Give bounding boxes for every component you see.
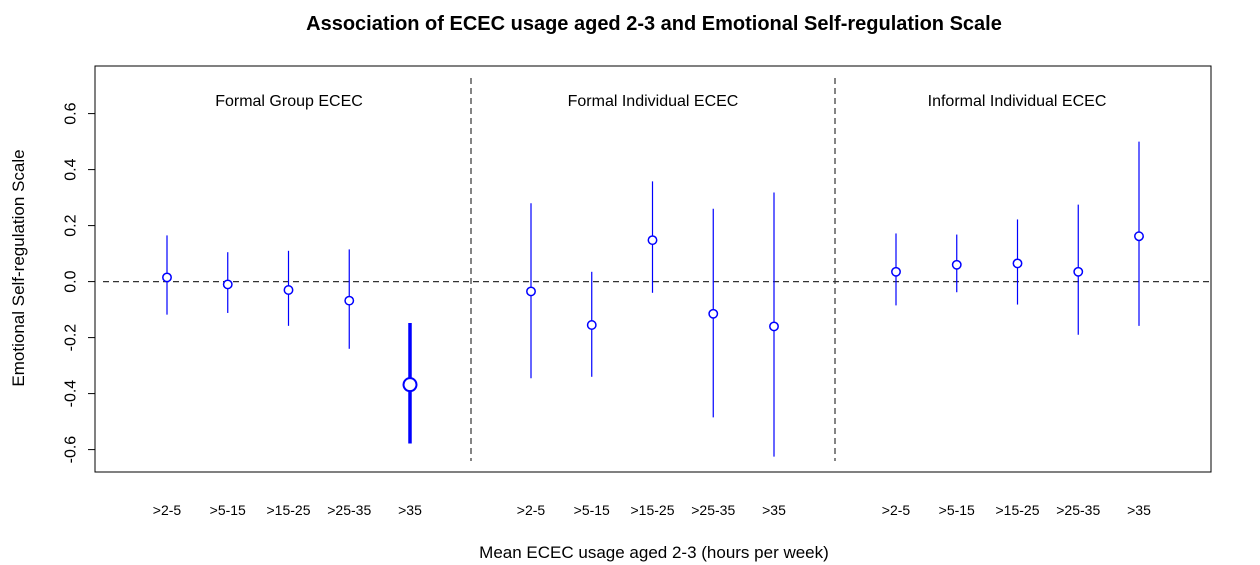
x-tick-label: >35 xyxy=(762,502,786,518)
x-tick-label: >25-35 xyxy=(1056,502,1100,518)
group-label: Formal Group ECEC xyxy=(215,93,363,110)
y-tick-label: 0.2 xyxy=(63,214,80,236)
point-estimate xyxy=(402,377,418,393)
x-tick-label: >2-5 xyxy=(517,502,546,518)
group-label: Informal Individual ECEC xyxy=(928,93,1107,110)
x-tick-label: >2-5 xyxy=(153,502,182,518)
point-estimate xyxy=(1012,258,1023,269)
x-tick-label: >5-15 xyxy=(574,502,610,518)
point-estimate xyxy=(647,235,658,246)
point-estimate xyxy=(951,259,962,270)
y-tick-label: 0.0 xyxy=(63,270,80,292)
x-tick-label: >15-25 xyxy=(267,502,311,518)
y-tick-label: 0.4 xyxy=(63,158,80,180)
y-axis: -0.6 -0.4 -0.2 0.0 0.2 0.4 0.6 xyxy=(63,102,95,464)
point-estimate xyxy=(222,279,233,290)
x-tick-label: >35 xyxy=(1127,502,1151,518)
group-label: Formal Individual ECEC xyxy=(568,93,739,110)
plot-frame xyxy=(94,65,1212,473)
point-estimate xyxy=(769,321,779,332)
x-tick-label: >35 xyxy=(398,502,422,518)
point-estimate xyxy=(344,295,355,306)
point-estimate xyxy=(526,286,536,297)
chart-title: Association of ECEC usage aged 2-3 and E… xyxy=(306,13,1002,35)
x-tick-label: >15-25 xyxy=(996,502,1040,518)
groups-layer: Formal Group ECEC >2-5 >5-15 >15-25 >25-35 >3… xyxy=(153,93,1151,518)
point-estimate xyxy=(891,266,901,277)
x-tick-label: >5-15 xyxy=(210,502,246,518)
x-tick-label: >2-5 xyxy=(882,502,911,518)
group-2: Formal Individual ECEC >2-5 >5-15 >15-25 >25… xyxy=(517,93,786,518)
y-tick-label: -0.6 xyxy=(63,436,80,464)
x-tick-label: >5-15 xyxy=(939,502,975,518)
point-estimate xyxy=(586,320,597,330)
x-tick-label: >25-35 xyxy=(691,502,735,518)
group-3: Informal Individual ECEC >2-5 >5-15 >15-25 >… xyxy=(882,93,1151,518)
point-estimate xyxy=(1073,266,1084,277)
point-estimate xyxy=(1134,231,1144,242)
x-axis-label: Mean ECEC usage aged 2-3 (hours per week… xyxy=(479,543,829,562)
y-tick-label: -0.4 xyxy=(63,380,80,408)
point-estimate xyxy=(708,308,719,319)
y-tick-label: 0.6 xyxy=(63,102,80,124)
x-tick-label: >15-25 xyxy=(631,502,675,518)
y-tick-label: -0.2 xyxy=(63,324,80,352)
group-1: Formal Group ECEC >2-5 >5-15 >15-25 >25-35 >3… xyxy=(153,93,422,518)
point-estimate xyxy=(162,272,172,283)
point-estimate xyxy=(283,285,294,295)
y-axis-label: Emotional Self-regulation Scale xyxy=(9,149,28,386)
x-tick-label: >25-35 xyxy=(327,502,371,518)
